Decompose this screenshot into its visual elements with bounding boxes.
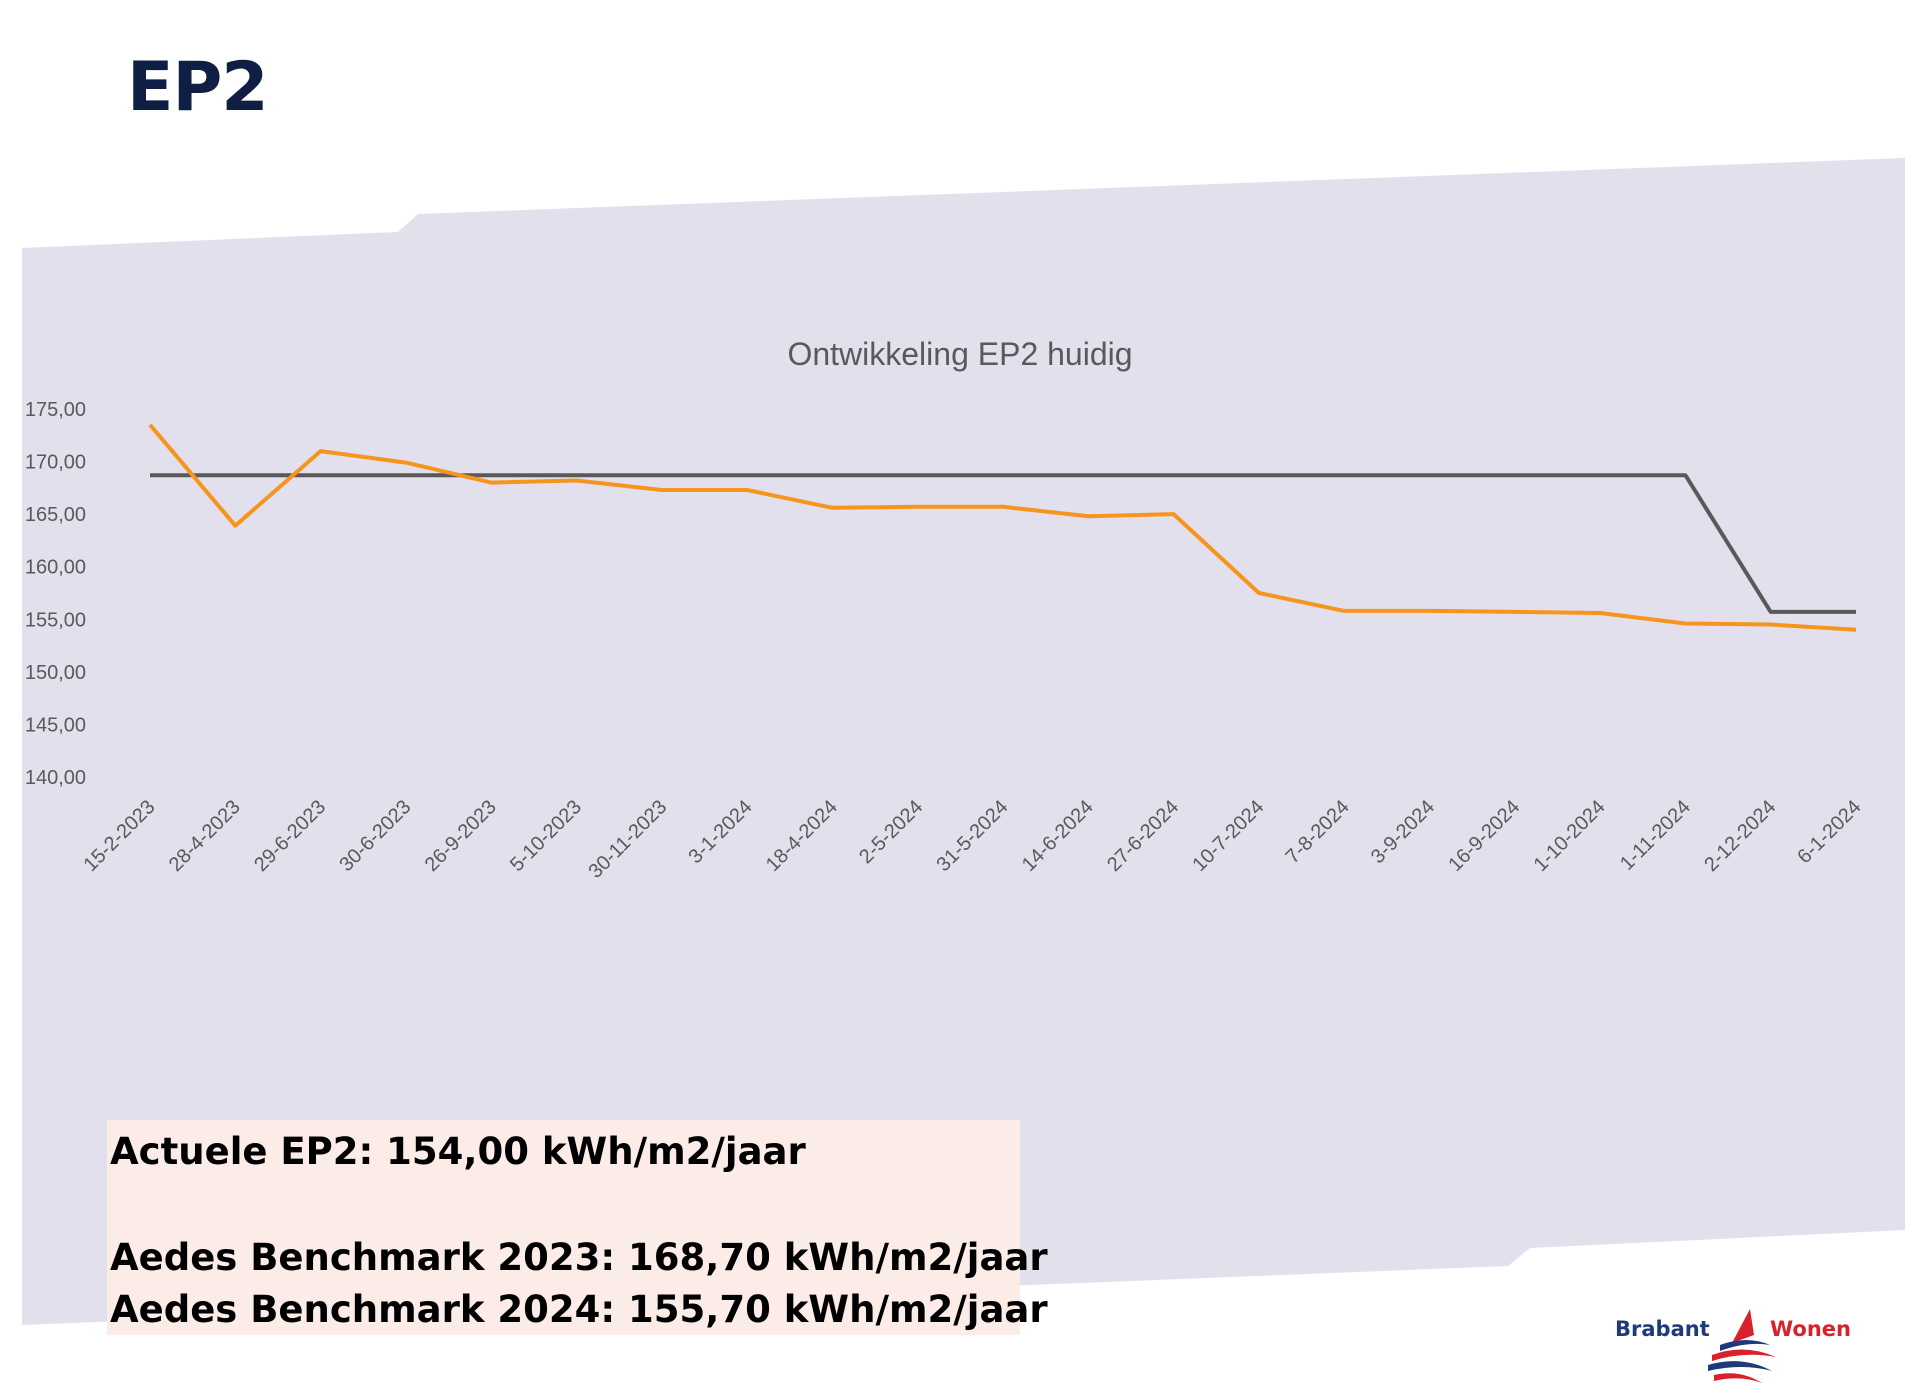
series-line-benchmark — [150, 473, 1856, 614]
x-tick-label: 31-5-2024 — [932, 796, 1012, 876]
x-tick-label: 7-8-2024 — [1282, 796, 1354, 868]
x-axis-ticks: 15-2-2023 28-4-2023 29-6-2023 30-6-2023 26-9… — [79, 796, 1865, 883]
x-tick-label: 10-7-2024 — [1188, 796, 1268, 876]
y-axis-ticks: 175,00 170,00 165,00 160,00 155,00 150,00 145,… — [25, 399, 86, 789]
x-tick-label: 6-1-2024 — [1793, 796, 1865, 868]
x-tick-label: 1-11-2024 — [1616, 796, 1695, 875]
x-tick-label: 5-10-2023 — [506, 796, 586, 876]
benchmark-2023-text: Aedes Benchmark 2023: 168,70 kWh/m2/jaar — [110, 1236, 1048, 1279]
y-tick-label: 160,00 — [25, 557, 86, 579]
info-box: Actuele EP2: 154,00 kWh/m2/jaar Aedes Be… — [107, 1120, 1048, 1335]
y-tick-label: 145,00 — [25, 714, 86, 736]
y-tick-label: 175,00 — [25, 399, 86, 421]
x-tick-label: 26-9-2023 — [421, 796, 501, 876]
x-tick-label: 15-2-2023 — [79, 796, 159, 876]
x-tick-label: 3-9-2024 — [1367, 796, 1439, 868]
logo-text-right: Wonen — [1770, 1317, 1851, 1341]
x-tick-label: 3-1-2024 — [684, 796, 756, 868]
x-tick-label: 2-12-2024 — [1700, 796, 1780, 876]
y-tick-label: 165,00 — [25, 504, 86, 526]
x-tick-label: 14-6-2024 — [1018, 796, 1098, 876]
chart-series — [148, 423, 1857, 632]
logo-mark-icon — [1708, 1309, 1776, 1383]
slide-title: EP2 — [127, 48, 269, 127]
y-tick-label: 155,00 — [25, 609, 86, 631]
benchmark-2024-text: Aedes Benchmark 2024: 155,70 kWh/m2/jaar — [110, 1288, 1048, 1331]
x-tick-label: 18-4-2024 — [762, 796, 842, 876]
x-tick-label: 30-6-2023 — [335, 796, 415, 876]
actual-ep2-text: Actuele EP2: 154,00 kWh/m2/jaar — [110, 1130, 806, 1173]
x-tick-label: 28-4-2023 — [165, 796, 245, 876]
x-tick-label: 29-6-2023 — [250, 796, 330, 876]
brabant-wonen-logo: Brabant Wonen — [1612, 1305, 1852, 1385]
x-tick-label: 30-11-2023 — [584, 796, 671, 883]
x-tick-label: 1-10-2024 — [1530, 796, 1610, 876]
logo-text-left: Brabant — [1615, 1317, 1710, 1341]
chart-title: Ontwikkeling EP2 huidig — [787, 336, 1133, 372]
x-tick-label: 27-6-2024 — [1103, 796, 1183, 876]
x-tick-label: 2-5-2024 — [855, 796, 927, 868]
x-tick-label: 16-9-2024 — [1444, 796, 1524, 876]
y-tick-label: 140,00 — [25, 767, 86, 789]
series-line-ep2 — [148, 423, 1857, 632]
y-tick-label: 150,00 — [25, 662, 86, 684]
y-tick-label: 170,00 — [25, 452, 86, 474]
